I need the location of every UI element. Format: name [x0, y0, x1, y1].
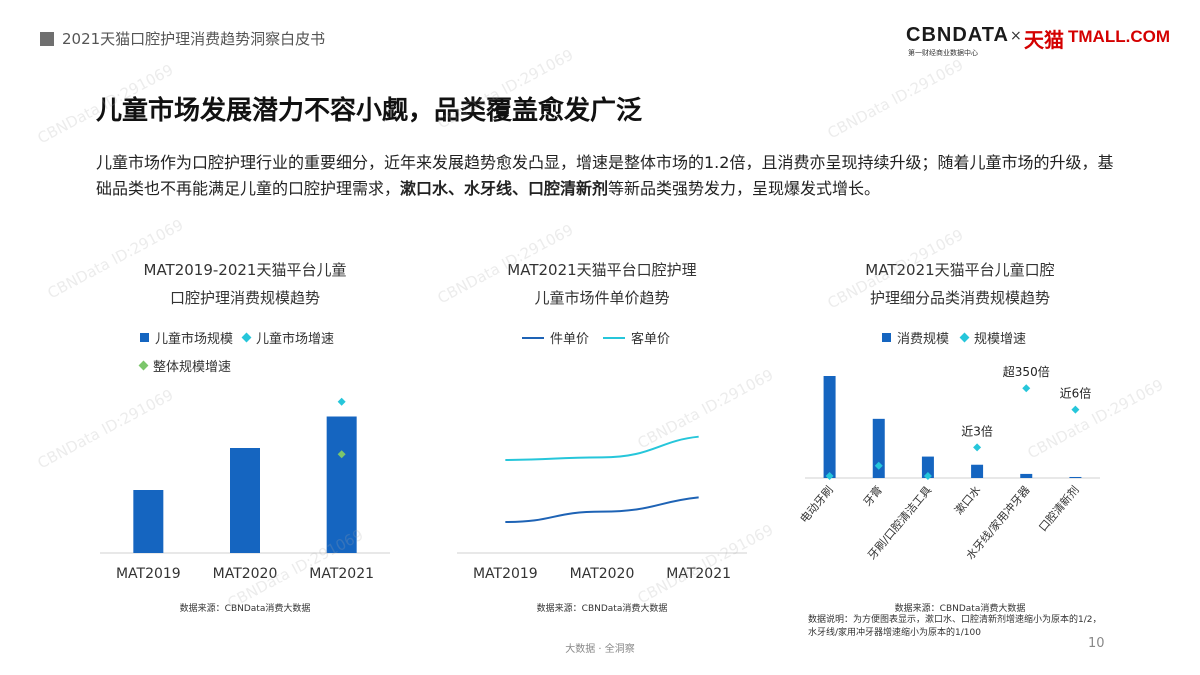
chart2-tick-label: MAT2019: [473, 566, 538, 582]
chart1-legend-item: 儿童市场规模: [155, 332, 234, 347]
chart3-tick-label: 牙膏: [860, 483, 885, 509]
chart3-legend: 消费规模 规模增速: [882, 328, 1026, 347]
chart2-legend-item: 客单价: [631, 332, 671, 347]
chart1-tick-label: MAT2019: [116, 566, 181, 582]
intro-text-2: 等新品类强势发力，呈现爆发式增长。: [608, 179, 881, 198]
chart3-annotation: 近6倍: [1060, 386, 1092, 401]
chart1-legend-row2: 整体规模增速: [138, 356, 232, 375]
legend-line-dark: [522, 336, 544, 339]
chart3-source: 数据来源：CBNData消费大数据: [894, 604, 1026, 614]
chart3-tick-label: 漱口水: [952, 484, 983, 518]
legend-line-cyan: [603, 336, 626, 339]
chart1-marker: [337, 450, 346, 459]
chart1-title-line1: MAT2019-2021天猫平台儿童: [143, 261, 347, 279]
chart2-tick-label: MAT2020: [570, 566, 635, 582]
chart3-bar: [872, 418, 885, 478]
chart3-legend-item: 规模增速: [974, 332, 1027, 347]
watermark: CBNData ID:291069: [824, 55, 967, 143]
legend-bar-swatch: [882, 333, 891, 342]
intro-text-bold: 漱口水、水牙线、口腔清新剂: [400, 179, 609, 198]
tmall-logo-en: TMALL.COM: [1068, 27, 1170, 46]
chart3-title: MAT2021天猫平台儿童口腔 护理细分品类消费规模趋势: [810, 256, 1110, 312]
chart2-source: 数据来源：CBNData消费大数据: [536, 604, 668, 614]
chart1-bar: [230, 448, 260, 553]
intro-paragraph: 儿童市场作为口腔护理行业的重要细分，近年来发展趋势愈发凸显，增速是整体市场的1.…: [96, 150, 1126, 202]
cbndata-logo: CBNDATA: [906, 24, 1009, 46]
chart3-annotation: 近3倍: [961, 423, 993, 438]
chart1-bar: [133, 490, 164, 553]
chart3-bar: [1020, 473, 1033, 478]
chart1-legend-row1: 儿童市场规模 儿童市场增速: [140, 328, 334, 347]
footer-tagline: 大数据 · 全洞察: [565, 644, 635, 655]
chart2-title: MAT2021天猫平台口腔护理 儿童市场件单价趋势: [452, 256, 752, 312]
chart1-bar: [326, 416, 357, 553]
chart3-title-line2: 护理细分品类消费规模趋势: [869, 289, 1050, 307]
legend-diamond-cyan: [241, 332, 252, 343]
chart3-bar: [823, 376, 836, 478]
chart2-plot: MAT2019 MAT2020 MAT2021: [457, 435, 747, 582]
chart1-source: 数据来源：CBNData消费大数据: [179, 604, 311, 614]
chart3-marker: [874, 461, 883, 470]
chart3-annotation: 超350倍: [1003, 364, 1050, 379]
chart3-bar: [1069, 476, 1082, 478]
chart2-tick-label: MAT2021: [666, 566, 731, 582]
chart3-bar: [921, 456, 934, 478]
chart1-tick-label: MAT2020: [213, 566, 278, 582]
chart3-legend-item: 消费规模: [897, 332, 950, 347]
chart2-series-line: [505, 496, 699, 523]
chart3-marker: [973, 443, 982, 452]
chart1-marker: [337, 397, 346, 406]
chart1-legend-item: 整体规模增速: [153, 360, 232, 375]
legend-bar-swatch: [140, 333, 149, 342]
chart1-tick-label: MAT2021: [309, 566, 374, 582]
report-title: 2021天猫口腔护理消费趋势洞察白皮书: [62, 30, 326, 48]
page-number: 10: [1088, 636, 1105, 651]
cbndata-logo-subtitle: 第一财经商业数据中心: [908, 49, 978, 57]
chart1-title-line2: 口腔护理消费规模趋势: [169, 289, 320, 307]
chart2-legend-item: 件单价: [550, 332, 590, 347]
chart1-legend-item: 儿童市场增速: [256, 332, 335, 347]
chart3-bar: [971, 464, 984, 478]
intro-text-1: 儿童市场作为口腔护理行业的重要细分，近年来发展趋势愈发凸显，增速是整体市场的1.…: [96, 153, 1114, 198]
tmall-logo-cn: 天猫: [1024, 28, 1064, 52]
brand-logos: CBNDATA 第一财经商业数据中心 × 天猫 TMALL.COM: [906, 24, 1170, 60]
page-title: 儿童市场发展潜力不容小觑，品类覆盖愈发广泛: [96, 96, 643, 126]
chart3-title-line1: MAT2021天猫平台儿童口腔: [865, 261, 1055, 279]
chart1-title: MAT2019-2021天猫平台儿童 口腔护理消费规模趋势: [100, 256, 390, 312]
chart3-marker: [1071, 405, 1080, 414]
legend-diamond-green: [138, 360, 149, 371]
logo-separator: ×: [1010, 28, 1022, 44]
chart3-marker: [825, 472, 834, 480]
chart1-plot: MAT2019 MAT2020 MAT2021: [100, 397, 390, 582]
chart3-marker: [923, 472, 932, 480]
chart3-tick-label: 口腔清新剂: [1036, 483, 1082, 534]
chart3-tick-label: 电动牙刷: [800, 484, 836, 526]
legend-diamond-cyan: [959, 332, 970, 343]
chart2-title-line1: MAT2021天猫平台口腔护理: [507, 261, 697, 279]
chart3-marker: [1022, 384, 1031, 393]
chart2-title-line2: 儿童市场件单价趋势: [534, 289, 670, 307]
header-square-icon: [40, 32, 54, 46]
chart2-legend: 件单价 客单价: [522, 328, 670, 347]
chart2-series-line: [505, 435, 699, 461]
chart3-note: 数据说明：为方便图表显示，漱口水、口腔清新剂增速缩小为原本的1/2，水牙线/家用…: [808, 615, 1102, 638]
